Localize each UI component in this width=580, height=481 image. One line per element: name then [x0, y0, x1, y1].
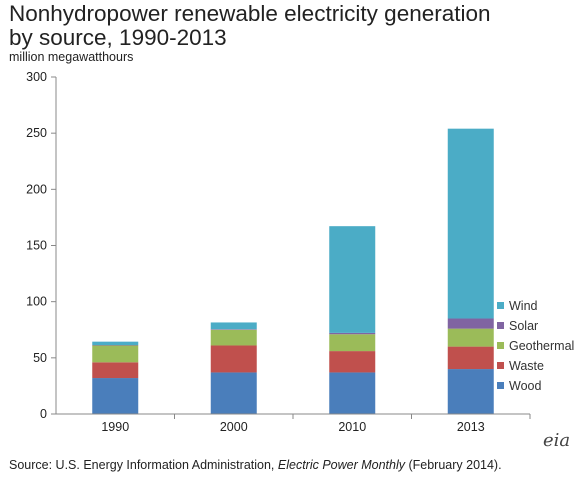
bar-wood-2000 [210, 372, 257, 414]
bar-geothermal-2010 [329, 334, 376, 352]
source-note: Source: U.S. Energy Information Administ… [9, 458, 502, 472]
bar-solar-2010 [329, 332, 376, 335]
source-publication: Electric Power Monthly [277, 458, 405, 472]
bar-wind-1990 [92, 341, 139, 346]
y-tick-label: 0 [40, 407, 47, 421]
x-tick-label: 1990 [101, 420, 129, 434]
y-tick-label: 250 [26, 126, 47, 140]
eia-logo: eia [543, 430, 571, 451]
chart-title-line-2: by source, 1990-2013 [9, 25, 227, 50]
bar-wood-2010 [329, 372, 376, 414]
y-tick-label: 200 [26, 182, 47, 196]
legend-swatch-wind [497, 302, 504, 309]
legend-label-geothermal: Geothermal [509, 339, 574, 353]
bar-geothermal-2000 [210, 329, 257, 346]
bar-wind-2013 [447, 128, 494, 319]
legend-label-solar: Solar [509, 319, 538, 333]
x-tick-label: 2013 [457, 420, 485, 434]
bar-solar-2013 [447, 318, 494, 329]
x-tick-label: 2010 [338, 420, 366, 434]
legend-label-waste: Waste [509, 359, 544, 373]
legend-label-wind: Wind [509, 299, 538, 313]
y-tick-label: 300 [26, 70, 47, 84]
chart-title: Nonhydropower renewable electricity gene… [9, 2, 569, 50]
source-prefix: Source: U.S. Energy Information Administ… [9, 458, 278, 472]
legend-swatch-geothermal [497, 342, 504, 349]
y-tick-label: 50 [33, 351, 47, 365]
bar-waste-2010 [329, 351, 376, 373]
legend-swatch-solar [497, 322, 504, 329]
legend-label-wood: Wood [509, 379, 541, 393]
y-tick-label: 150 [26, 239, 47, 253]
bar-solar-2000 [210, 329, 257, 330]
source-suffix: (February 2014). [405, 458, 502, 472]
chart-title-line-1: Nonhydropower renewable electricity gene… [9, 1, 491, 26]
bar-waste-2013 [447, 346, 494, 370]
legend-swatch-wood [497, 382, 504, 389]
x-tick-label: 2000 [220, 420, 248, 434]
bar-wind-2010 [329, 226, 376, 333]
bar-geothermal-1990 [92, 345, 139, 363]
y-axis-unit-label: million megawatthours [9, 50, 134, 64]
bar-wind-2000 [210, 322, 257, 330]
bar-geothermal-2013 [447, 328, 494, 347]
bar-wood-2013 [447, 369, 494, 414]
legend-swatch-waste [497, 362, 504, 369]
bar-wood-1990 [92, 378, 139, 414]
bar-waste-2000 [210, 345, 257, 373]
bar-waste-1990 [92, 362, 139, 379]
y-tick-label: 100 [26, 295, 47, 309]
